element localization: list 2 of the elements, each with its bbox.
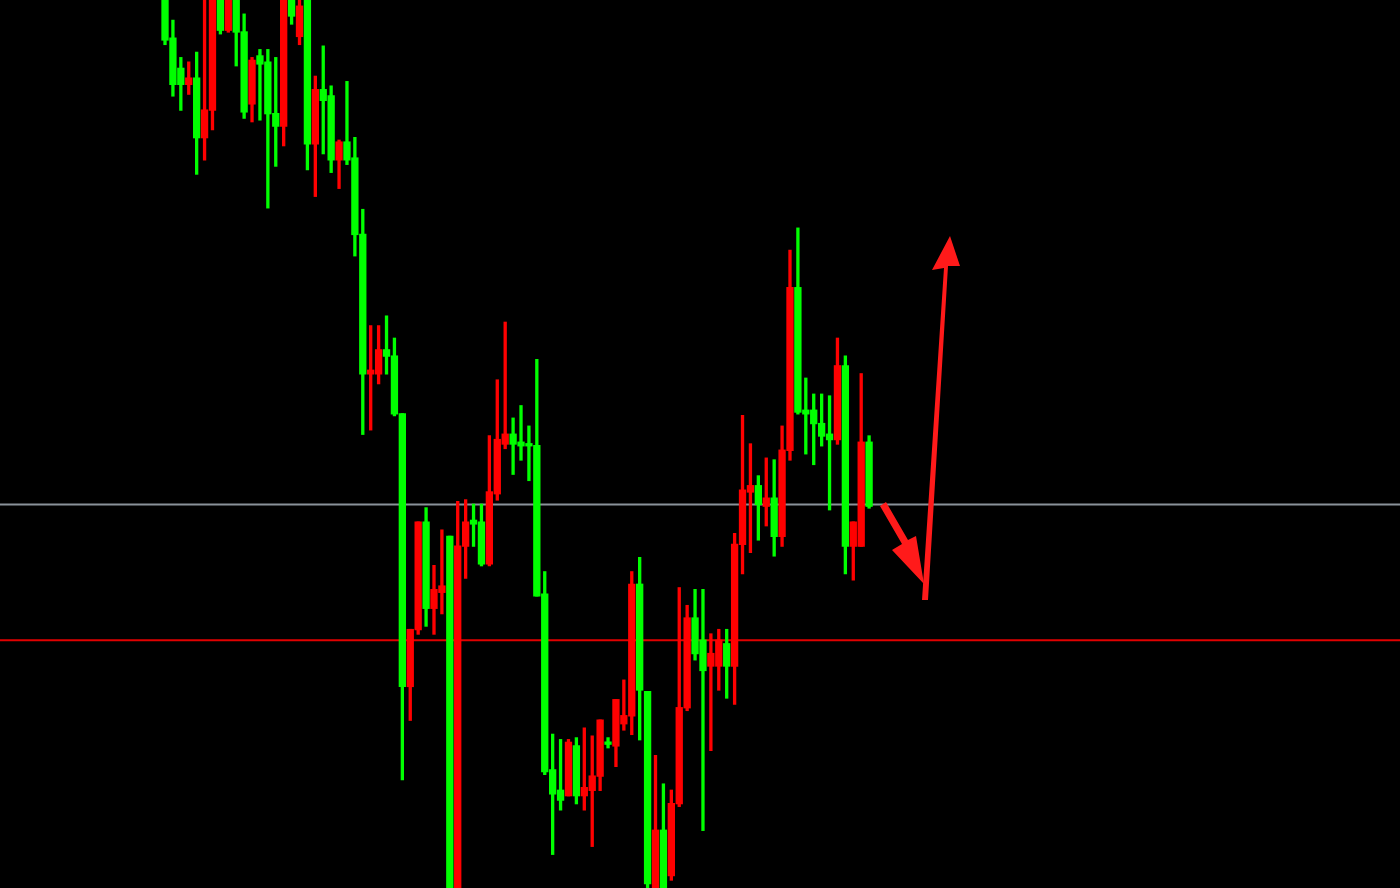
candlestick xyxy=(699,588,707,831)
candlestick xyxy=(707,633,715,752)
